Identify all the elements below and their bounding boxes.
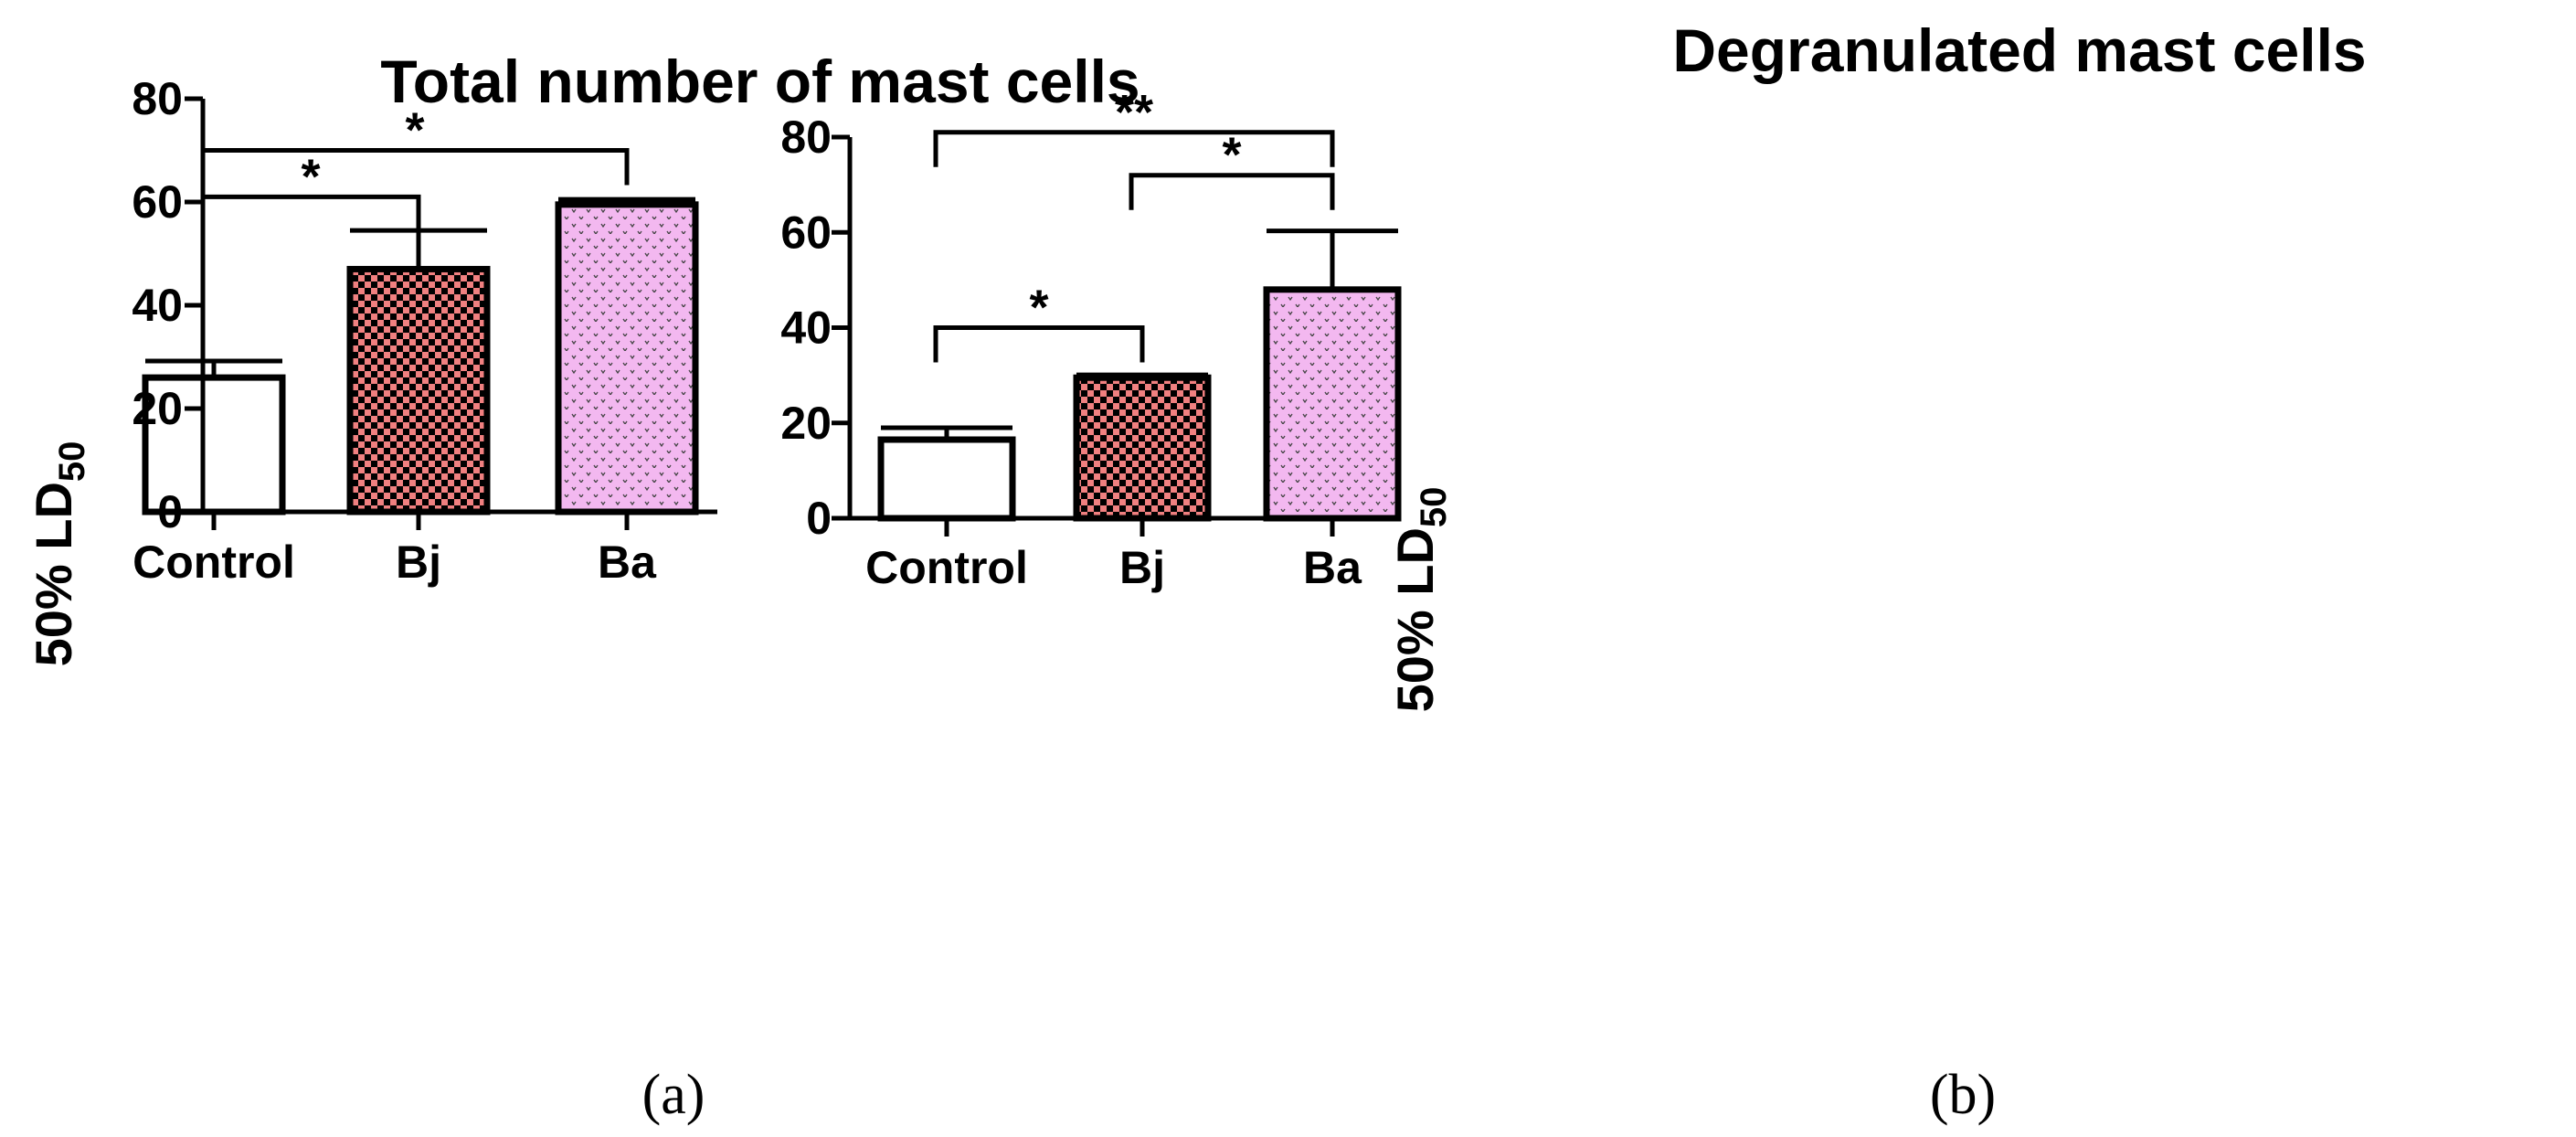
y-tick-label: 60 (132, 176, 183, 228)
x-tick-label: Control (865, 542, 1028, 593)
y-axis-label: 50% LD50 (25, 441, 92, 667)
y-tick-label: 80 (780, 112, 832, 163)
y-tick-label: 40 (780, 303, 832, 354)
chart-title: Total number of mast cells (380, 48, 1140, 115)
y-tick-label: 20 (132, 383, 183, 434)
bar-control (877, 436, 1016, 522)
significance-label: * (1029, 281, 1048, 335)
panel-label: (b) (1930, 1064, 1996, 1126)
x-tick-label: Bj (1119, 542, 1165, 593)
significance-label: * (301, 149, 320, 204)
y-tick-label: 20 (780, 398, 832, 449)
chart-panel-a: Total number of mast cells 50% LD50 (a) … (25, 48, 1140, 1126)
y-axis-label: 50% LD50 (1386, 487, 1454, 713)
bar-bj (1073, 374, 1212, 522)
y-tick-label: 80 (132, 73, 183, 124)
y-tick-label: 0 (806, 493, 832, 544)
significance-label: ** (1115, 85, 1153, 140)
significance-label: * (1222, 128, 1241, 183)
significance-bracket (1129, 173, 1335, 210)
significance-bracket (933, 130, 1335, 167)
x-tick-label: Ba (1303, 542, 1362, 593)
significance-bracket (200, 194, 421, 232)
x-tick-label: Control (133, 537, 295, 588)
chart-panel-b: Degranulated mast cells 50% LD50 (b) 0 20… (780, 16, 2366, 1126)
significance-label: * (405, 103, 424, 158)
x-tick-label: Ba (598, 537, 657, 588)
y-tick-label: 60 (780, 207, 832, 258)
y-tick-label: 40 (132, 280, 183, 331)
bar-bj (346, 265, 491, 515)
panel-label: (a) (642, 1064, 705, 1126)
chart-title: Degranulated mast cells (1672, 16, 2366, 84)
significance-bracket (200, 148, 630, 186)
y-tick-label: 0 (157, 486, 183, 537)
bar-ba (555, 201, 699, 515)
significance-bracket (933, 325, 1145, 363)
bar-ba (1263, 286, 1402, 522)
x-tick-label: Bj (396, 537, 441, 588)
